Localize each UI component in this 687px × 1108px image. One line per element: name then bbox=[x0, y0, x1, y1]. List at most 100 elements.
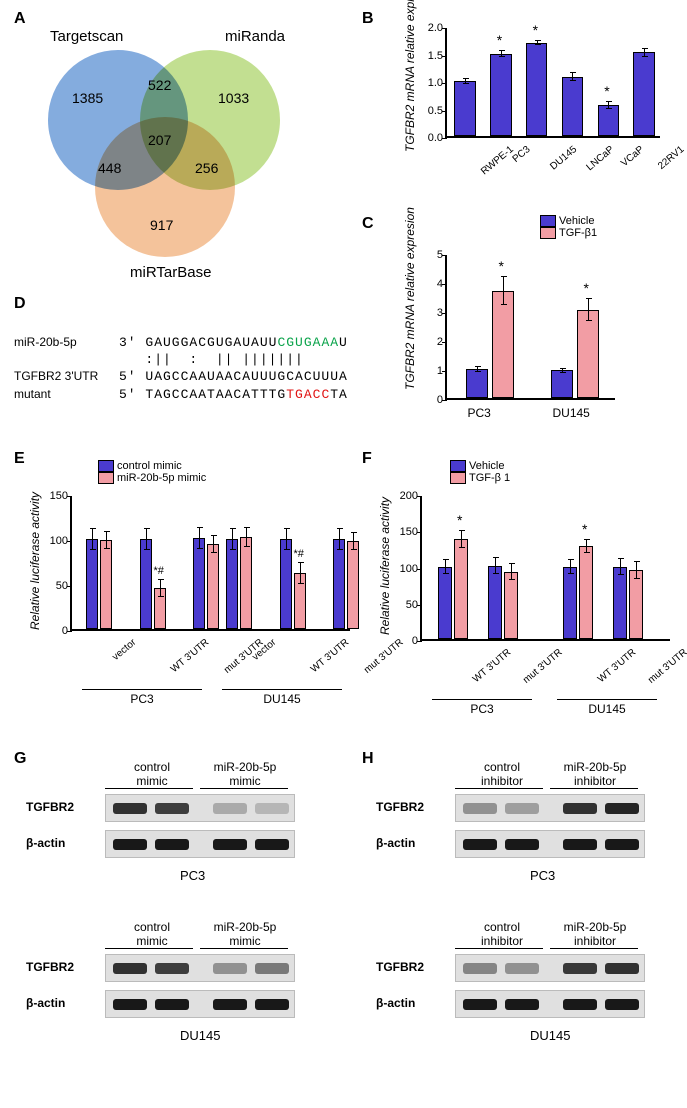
venn-label-miranda: miRanda bbox=[225, 28, 285, 45]
h-header: miR-20b-5pinhibitor bbox=[550, 920, 640, 948]
c-ylabel: TGFBR2 mRNA relative expresion bbox=[403, 207, 417, 390]
bar bbox=[193, 538, 205, 629]
bar bbox=[526, 43, 548, 137]
xtick: DU145 bbox=[549, 144, 580, 172]
ytick: 3 bbox=[417, 307, 443, 319]
bar bbox=[86, 539, 98, 629]
bar bbox=[454, 81, 476, 136]
d-row-utr: TGFBR2 3'UTR bbox=[14, 369, 98, 383]
panel-b: TGFBR2 mRNA relative expresion 0.00.51.0… bbox=[395, 20, 675, 190]
h-band bbox=[563, 803, 597, 814]
ytick: 50 bbox=[42, 580, 68, 592]
label-a: A bbox=[14, 10, 26, 28]
ytick: 0 bbox=[417, 394, 443, 406]
f-legend: Vehicle TGF-β 1 bbox=[450, 460, 510, 484]
h-header: miR-20b-5pinhibitor bbox=[550, 760, 640, 788]
h-band bbox=[605, 839, 639, 850]
ytick: 150 bbox=[42, 490, 68, 502]
h-band bbox=[505, 999, 539, 1010]
g-band bbox=[155, 803, 189, 814]
h-band bbox=[563, 839, 597, 850]
bar bbox=[629, 570, 643, 639]
h-band bbox=[463, 839, 497, 850]
ytick: 200 bbox=[392, 490, 418, 502]
ytick: 1 bbox=[417, 365, 443, 377]
bar bbox=[551, 370, 573, 398]
panel-h: controlinhibitormiR-20b-5pinhibitorTGFBR… bbox=[370, 760, 687, 1090]
bar bbox=[226, 539, 238, 629]
venn-label-targetscan: Targetscan bbox=[50, 28, 123, 45]
panel-c: Vehicle TGF-β1 TGFBR2 mRNA relative expr… bbox=[395, 215, 675, 425]
panel-d: miR-20b-5p TGFBR2 3'UTR mutant 3' GAUGGA… bbox=[14, 335, 354, 425]
d-seq-mir: 3' GAUGGACGUGAUAUUCGUGAAAU bbox=[119, 335, 348, 350]
g-band bbox=[255, 963, 289, 974]
bar bbox=[598, 105, 620, 136]
venn-ts-mtb: 448 bbox=[98, 160, 121, 176]
h-band bbox=[463, 999, 497, 1010]
h-band bbox=[505, 963, 539, 974]
g-band bbox=[213, 999, 247, 1010]
bar bbox=[438, 567, 452, 640]
g-header: controlmimic bbox=[107, 920, 197, 948]
g-header: miR-20b-5pmimic bbox=[200, 920, 290, 948]
g-row-label: β-actin bbox=[26, 996, 65, 1010]
f-ylabel: Relative luciferase activity bbox=[378, 497, 392, 635]
e-ylabel: Relative luciferase activity bbox=[28, 492, 42, 630]
bar bbox=[579, 546, 593, 639]
xtick: LNCaP bbox=[585, 144, 617, 173]
d-seq-utr: 5' UAGCCAAUAACAUUUGCACUUUA bbox=[119, 369, 348, 384]
b-chart: 0.00.51.01.52.0RWPE-1*PC3*DU145LNCaP*VCa… bbox=[445, 28, 660, 138]
g-row-label: TGFBR2 bbox=[26, 800, 74, 814]
bar bbox=[562, 77, 584, 136]
b-ylabel: TGFBR2 mRNA relative expresion bbox=[403, 0, 417, 152]
e-legend-ctrl: control mimic bbox=[117, 460, 182, 472]
c-legend: Vehicle TGF-β1 bbox=[540, 215, 597, 239]
g-band bbox=[113, 839, 147, 850]
ytick: 0.5 bbox=[417, 105, 443, 117]
h-band bbox=[505, 803, 539, 814]
bar bbox=[454, 539, 468, 639]
ytick: 2.0 bbox=[417, 22, 443, 34]
ytick: 0 bbox=[392, 635, 418, 647]
venn-mtb-only: 917 bbox=[150, 217, 173, 233]
ytick: 100 bbox=[392, 563, 418, 575]
c-legend-vehicle: Vehicle bbox=[559, 215, 594, 227]
venn-ts-mir: 522 bbox=[148, 77, 171, 93]
h-band bbox=[605, 963, 639, 974]
e-chart: 050100150vector*#WT 3'UTRmut 3'UTRPC3vec… bbox=[70, 496, 350, 631]
d-seq-mut: 5' TAGCCAATAACATTTGTGACCTA bbox=[119, 387, 348, 402]
venn-diagram: Targetscan miRanda miRTarBase 1385 1033 … bbox=[30, 22, 290, 232]
ytick: 1.0 bbox=[417, 77, 443, 89]
bar bbox=[466, 369, 488, 398]
ytick: 150 bbox=[392, 526, 418, 538]
bar bbox=[333, 539, 345, 629]
h-row-label: β-actin bbox=[376, 836, 415, 850]
g-cell-label: DU145 bbox=[180, 1028, 220, 1043]
g-band bbox=[255, 839, 289, 850]
bar bbox=[613, 567, 627, 640]
g-header: miR-20b-5pmimic bbox=[200, 760, 290, 788]
h-band bbox=[563, 963, 597, 974]
g-band bbox=[255, 999, 289, 1010]
label-d: D bbox=[14, 295, 26, 313]
g-header: controlmimic bbox=[107, 760, 197, 788]
bar bbox=[140, 539, 152, 629]
e-legend-mimic: miR-20b-5p mimic bbox=[117, 472, 206, 484]
g-row-label: β-actin bbox=[26, 836, 65, 850]
bar bbox=[100, 540, 112, 629]
xtick: RWPE-1 bbox=[479, 144, 516, 177]
venn-mir-only: 1033 bbox=[218, 90, 249, 106]
panel-a: Targetscan miRanda miRTarBase 1385 1033 … bbox=[30, 22, 335, 272]
h-band bbox=[505, 839, 539, 850]
h-band bbox=[563, 999, 597, 1010]
bar bbox=[490, 54, 512, 137]
h-band bbox=[605, 803, 639, 814]
h-cell-label: PC3 bbox=[530, 868, 555, 883]
g-band bbox=[213, 803, 247, 814]
bar bbox=[633, 52, 655, 136]
ytick: 4 bbox=[417, 278, 443, 290]
xtick: PC3 bbox=[510, 144, 532, 165]
bar bbox=[240, 537, 252, 629]
g-band bbox=[255, 803, 289, 814]
h-row-label: TGFBR2 bbox=[376, 800, 424, 814]
